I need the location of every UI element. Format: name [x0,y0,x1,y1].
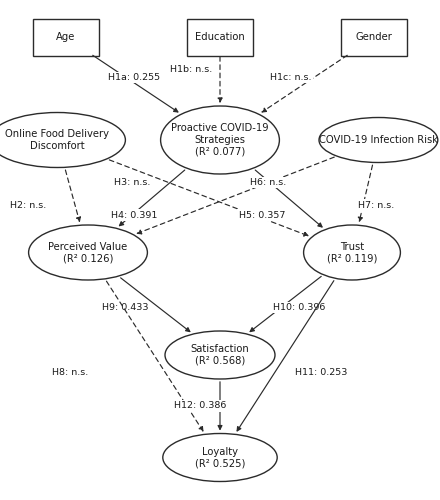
Text: Perceived Value
(R² 0.126): Perceived Value (R² 0.126) [48,242,128,264]
Text: Education: Education [195,32,245,42]
Text: Satisfaction
(R² 0.568): Satisfaction (R² 0.568) [191,344,249,366]
Text: COVID-19 Infection Risk: COVID-19 Infection Risk [319,135,438,145]
Text: Proactive COVID-19
Strategies
(R² 0.077): Proactive COVID-19 Strategies (R² 0.077) [171,124,269,156]
Text: H3: n.s.: H3: n.s. [114,178,150,187]
Text: H4: 0.391: H4: 0.391 [111,210,158,220]
Text: H9: 0.433: H9: 0.433 [102,303,149,312]
Text: H1b: n.s.: H1b: n.s. [170,64,213,74]
Ellipse shape [165,331,275,379]
Text: H1c: n.s.: H1c: n.s. [270,73,311,82]
Ellipse shape [304,225,400,280]
Text: Age: Age [56,32,76,42]
Text: Online Food Delivery
Discomfort: Online Food Delivery Discomfort [5,129,109,151]
Ellipse shape [319,118,438,162]
Ellipse shape [161,106,279,174]
Ellipse shape [29,225,147,280]
Text: Loyalty
(R² 0.525): Loyalty (R² 0.525) [195,446,245,468]
Text: H10: 0.396: H10: 0.396 [273,303,326,312]
Text: H1a: 0.255: H1a: 0.255 [108,73,160,82]
Text: H8: n.s.: H8: n.s. [52,368,88,377]
Text: H12: 0.386: H12: 0.386 [174,402,227,410]
FancyBboxPatch shape [341,18,407,56]
FancyBboxPatch shape [187,18,253,56]
Text: Trust
(R² 0.119): Trust (R² 0.119) [327,242,377,264]
Text: H7: n.s.: H7: n.s. [358,200,394,209]
Text: H11: 0.253: H11: 0.253 [295,368,348,377]
Text: H5: 0.357: H5: 0.357 [238,210,285,220]
Text: H2: n.s.: H2: n.s. [10,200,46,209]
FancyBboxPatch shape [33,18,99,56]
Ellipse shape [163,434,277,482]
Text: H6: n.s.: H6: n.s. [250,178,286,187]
Ellipse shape [0,112,125,168]
Text: Gender: Gender [356,32,392,42]
